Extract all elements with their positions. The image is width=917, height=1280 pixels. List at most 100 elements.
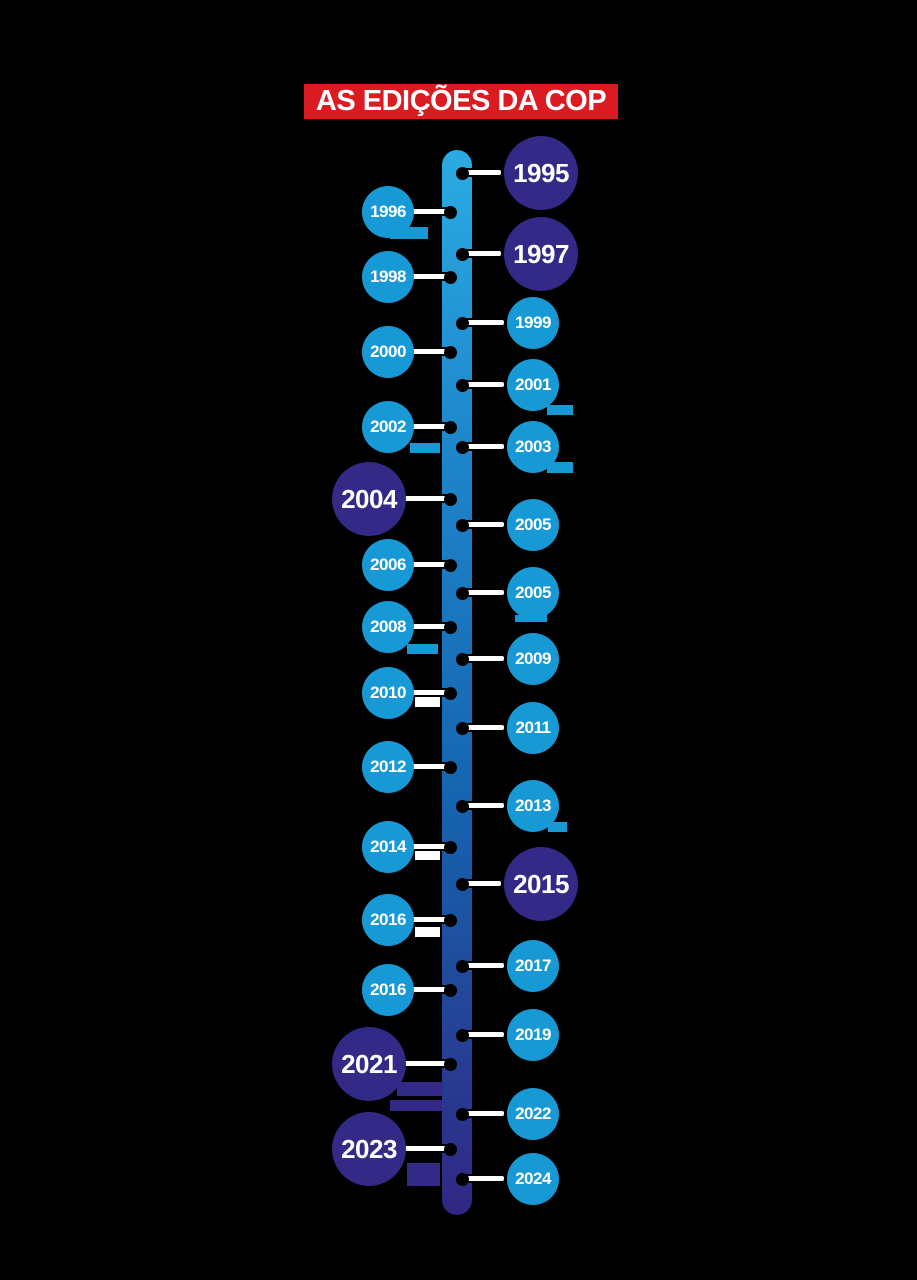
connector-dot <box>456 317 469 330</box>
year-label: 2002 <box>370 417 406 436</box>
year-circle: 2002 <box>362 401 414 453</box>
connector-dot <box>444 914 457 927</box>
year-label: 2004 <box>341 483 397 514</box>
year-circle: 2008 <box>362 601 414 653</box>
year-label: 2008 <box>370 617 406 636</box>
year-circle: 2005 <box>507 567 559 619</box>
year-circle: 2017 <box>507 940 559 992</box>
connector-dot <box>444 621 457 634</box>
connector-dot <box>444 687 457 700</box>
year-circle: 2000 <box>362 326 414 378</box>
connector-dot <box>456 800 469 813</box>
year-circle: 2013 <box>507 780 559 832</box>
year-circle: 2005 <box>507 499 559 551</box>
year-circle: 2022 <box>507 1088 559 1140</box>
connector-dot <box>456 653 469 666</box>
connector-dot <box>444 206 457 219</box>
peek-tab <box>397 1082 445 1096</box>
connector-dot <box>456 722 469 735</box>
year-label: 2014 <box>370 837 406 856</box>
year-label: 1995 <box>513 157 569 188</box>
year-circle: 1998 <box>362 251 414 303</box>
year-circle: 2011 <box>507 702 559 754</box>
connector-dot <box>456 587 469 600</box>
connector-dot <box>456 379 469 392</box>
year-label: 2019 <box>515 1025 551 1044</box>
title-banner: AS EDIÇÕES DA COP <box>304 84 618 119</box>
connector-dot <box>444 493 457 506</box>
page-title: AS EDIÇÕES DA COP <box>315 85 607 117</box>
connector-dot <box>456 1108 469 1121</box>
year-label: 2005 <box>515 515 551 534</box>
year-circle: 2014 <box>362 821 414 873</box>
connector-dot <box>456 248 469 261</box>
peek-tab <box>407 644 438 654</box>
peek-tab <box>390 1100 442 1111</box>
year-label: 2003 <box>515 437 551 456</box>
year-circle: 2019 <box>507 1009 559 1061</box>
peek-tab <box>547 462 573 473</box>
connector-dot <box>444 841 457 854</box>
connector-dot <box>444 559 457 572</box>
timeline-bar <box>442 150 472 1215</box>
peek-tab <box>415 697 440 707</box>
connector-dot <box>456 878 469 891</box>
year-label: 2015 <box>513 868 569 899</box>
year-label: 1998 <box>370 267 406 286</box>
year-circle: 2004 <box>332 462 406 536</box>
connector-dot <box>444 1058 457 1071</box>
connector-dot <box>444 421 457 434</box>
year-circle: 2016 <box>362 894 414 946</box>
year-circle: 2009 <box>507 633 559 685</box>
year-circle: 2006 <box>362 539 414 591</box>
year-label: 2022 <box>515 1104 551 1123</box>
connector-dot <box>456 1173 469 1186</box>
connector-dot <box>444 346 457 359</box>
year-label: 2005 <box>515 583 551 602</box>
connector-dot <box>456 167 469 180</box>
year-circle: 2023 <box>332 1112 406 1186</box>
year-label: 2013 <box>515 796 551 815</box>
year-circle: 2001 <box>507 359 559 411</box>
year-circle: 1997 <box>504 217 578 291</box>
year-circle: 2003 <box>507 421 559 473</box>
peek-tab <box>415 927 440 937</box>
year-circle: 1995 <box>504 136 578 210</box>
year-label: 1997 <box>513 238 569 269</box>
peek-tab <box>547 405 573 415</box>
connector-dot <box>456 1029 469 1042</box>
year-circle: 2021 <box>332 1027 406 1101</box>
year-label: 2021 <box>341 1048 397 1079</box>
year-circle: 1996 <box>362 186 414 238</box>
year-label: 1999 <box>515 313 551 332</box>
year-label: 2017 <box>515 956 551 975</box>
year-label: 2023 <box>341 1133 397 1164</box>
connector-dot <box>444 761 457 774</box>
peek-tab <box>548 822 567 832</box>
connector-dot <box>444 1143 457 1156</box>
year-circle: 1999 <box>507 297 559 349</box>
year-label: 2006 <box>370 555 406 574</box>
year-circle: 2016 <box>362 964 414 1016</box>
connector-dot <box>444 271 457 284</box>
year-label: 2016 <box>370 980 406 999</box>
year-circle: 2010 <box>362 667 414 719</box>
peek-tab <box>407 1163 440 1186</box>
year-circle: 2015 <box>504 847 578 921</box>
year-label: 2016 <box>370 910 406 929</box>
peek-tab <box>415 851 440 860</box>
year-label: 2024 <box>515 1169 551 1188</box>
connector-dot <box>444 984 457 997</box>
year-label: 1996 <box>370 202 406 221</box>
connector-dot <box>456 519 469 532</box>
year-circle: 2024 <box>507 1153 559 1205</box>
year-label: 2012 <box>370 757 406 776</box>
connector-dot <box>456 441 469 454</box>
connector-dot <box>456 960 469 973</box>
year-label: 2010 <box>370 683 406 702</box>
year-circle: 2012 <box>362 741 414 793</box>
year-label: 2000 <box>370 342 406 361</box>
peek-tab <box>410 443 440 453</box>
year-label: 2011 <box>515 718 551 737</box>
